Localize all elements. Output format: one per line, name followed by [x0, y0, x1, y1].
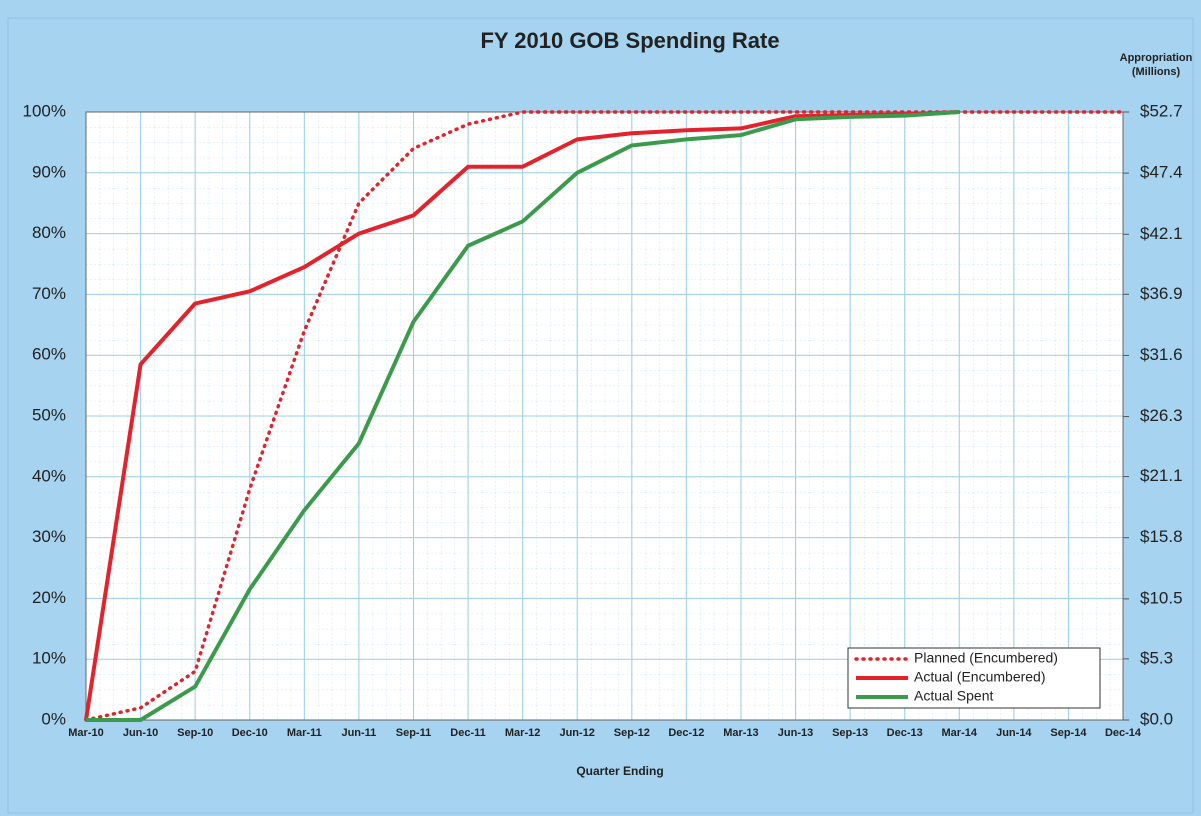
x-tick-label: Dec-14 — [1105, 727, 1142, 739]
y-tick-label: 40% — [32, 466, 66, 485]
y2-tick-label: $52.7 — [1140, 101, 1183, 120]
y2-tick-label: $10.5 — [1140, 588, 1183, 607]
x-tick-label: Sep-14 — [1050, 727, 1087, 739]
x-tick-label: Mar-10 — [68, 727, 103, 739]
x-tick-label: Dec-12 — [668, 727, 704, 739]
y2-tick-label: $5.3 — [1140, 648, 1173, 667]
y-tick-label: 30% — [32, 527, 66, 546]
y2-tick-label: $47.4 — [1140, 163, 1183, 182]
y2-tick-label: $26.3 — [1140, 406, 1183, 425]
series-line — [84, 110, 960, 721]
y2-axis-label: (Millions) — [1132, 66, 1181, 78]
y-tick-label: 20% — [32, 588, 66, 607]
series-line — [86, 110, 960, 722]
x-axis-label: Quarter Ending — [576, 764, 663, 778]
x-tick-label: Jun-12 — [559, 727, 594, 739]
y2-tick-label: $42.1 — [1140, 224, 1183, 243]
plot-border — [85, 111, 1124, 721]
y-tick-label: 90% — [32, 162, 66, 181]
y-tick-label: 0% — [41, 709, 66, 728]
x-tick-label: Mar-11 — [287, 727, 322, 739]
x-tick-label: Dec-11 — [450, 727, 485, 739]
y2-tick-label: $36.9 — [1140, 284, 1183, 303]
y2-tick-label: $31.6 — [1140, 345, 1183, 364]
chart-title: FY 2010 GOB Spending Rate — [480, 28, 779, 53]
x-tick-label: Jun-11 — [341, 727, 376, 739]
y-tick-label: 10% — [32, 649, 66, 668]
y2-tick-label: $21.1 — [1140, 466, 1183, 485]
y2-tick-label: $0.0 — [1140, 709, 1173, 728]
y-tick-label: 50% — [32, 405, 66, 424]
x-tick-label: Jun-14 — [996, 727, 1032, 739]
x-tick-label: Sep-12 — [614, 727, 650, 739]
y2-tick-label: $15.8 — [1140, 527, 1183, 546]
legend-label: Actual (Encumbered) — [914, 669, 1046, 685]
x-tick-label: Jun-10 — [123, 727, 158, 739]
x-tick-label: Sep-11 — [396, 727, 431, 739]
legend-label: Planned (Encumbered) — [914, 650, 1058, 666]
x-tick-label: Sep-13 — [832, 727, 868, 739]
x-tick-label: Mar-14 — [942, 727, 978, 739]
y-tick-label: 80% — [32, 223, 66, 242]
y-tick-label: 100% — [23, 101, 66, 120]
x-tick-label: Jun-13 — [778, 727, 813, 739]
x-tick-label: Dec-10 — [232, 727, 268, 739]
y-tick-label: 70% — [32, 284, 66, 303]
y2-axis-label: Appropriation — [1120, 52, 1193, 64]
x-tick-label: Sep-10 — [177, 727, 213, 739]
x-tick-label: Mar-13 — [723, 727, 758, 739]
y-tick-label: 60% — [32, 345, 66, 364]
legend-label: Actual Spent — [914, 688, 993, 704]
x-tick-label: Dec-13 — [887, 727, 923, 739]
x-tick-label: Mar-12 — [505, 727, 540, 739]
